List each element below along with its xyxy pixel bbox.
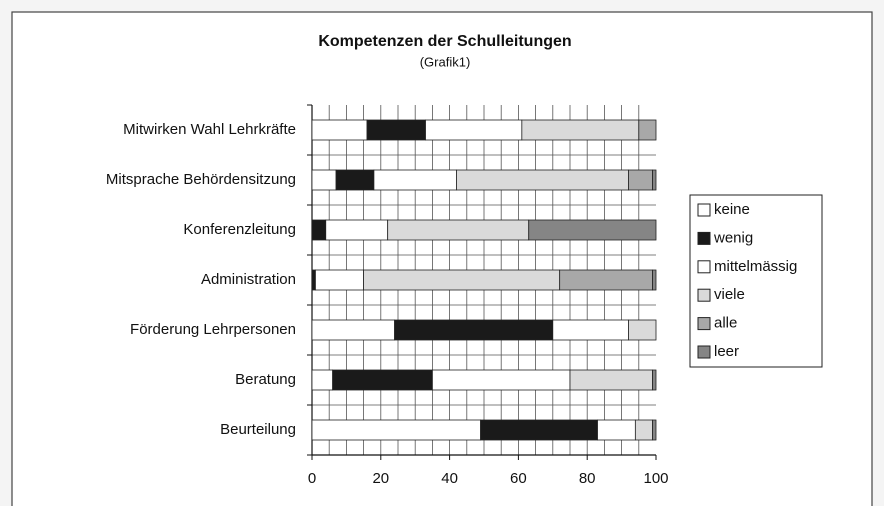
bar-segment (325, 219, 389, 241)
bar-segment (652, 169, 657, 191)
y-tick-label: Beratung (235, 371, 296, 388)
bar-segment (638, 119, 657, 141)
bar-segment (480, 419, 598, 441)
x-tick-label: 40 (441, 470, 458, 487)
bar-segment (628, 319, 657, 341)
chart-subtitle: (Grafik1) (420, 54, 471, 69)
bar-segment (311, 219, 327, 241)
bar-segment (552, 319, 629, 341)
bar-segment (311, 269, 316, 291)
legend-box (689, 194, 823, 368)
bar-segment (311, 119, 368, 141)
legend-swatch (697, 345, 711, 359)
x-tick-label: 20 (372, 470, 389, 487)
bar-segment (634, 419, 653, 441)
bar-segment (652, 419, 657, 441)
y-tick-label: Administration (201, 271, 296, 288)
legend-label: wenig (713, 229, 753, 246)
bar-segment (373, 169, 457, 191)
bar-segment (363, 269, 561, 291)
x-tick-label: 60 (510, 470, 527, 487)
bar-segment (528, 219, 657, 241)
bar-segment (335, 169, 375, 191)
bar-segment (628, 169, 653, 191)
legend-label: leer (714, 343, 739, 360)
x-tick-label: 100 (643, 470, 668, 487)
bar-segment (394, 319, 554, 341)
x-tick-label: 0 (308, 470, 316, 487)
bar-segment (311, 169, 337, 191)
y-tick-label: Mitwirken Wahl Lehrkräfte (123, 121, 296, 138)
bar-segment (569, 369, 653, 391)
bar-segment (652, 269, 657, 291)
y-tick-label: Konferenzleitung (183, 221, 296, 238)
bar-segment (366, 119, 426, 141)
y-tick-label: Mitsprache Behördensitzung (106, 171, 296, 188)
chart-title: Kompetenzen der Schulleitungen (318, 33, 571, 50)
bar-segment (425, 119, 523, 141)
legend-label: alle (714, 315, 737, 332)
legend-label: mittelmässig (714, 258, 797, 275)
y-tick-label: Beurteilung (220, 421, 296, 438)
legend-swatch (697, 231, 711, 245)
bar-segment (315, 269, 365, 291)
bar-segment (652, 369, 657, 391)
bar-segment (597, 419, 636, 441)
bar-segment (521, 119, 640, 141)
bar-segment (456, 169, 629, 191)
bar-segment (431, 369, 571, 391)
legend-label: keine (714, 201, 750, 218)
x-tick-label: 80 (579, 470, 596, 487)
legend-swatch (697, 203, 711, 217)
legend-swatch (697, 288, 711, 302)
legend-label: viele (714, 286, 745, 303)
bar-segment (559, 269, 653, 291)
bar-segment (311, 369, 334, 391)
bar-segment (311, 419, 481, 441)
y-tick-label: Förderung Lehrpersonen (130, 321, 296, 338)
bar-segment (387, 219, 530, 241)
bar-segment (332, 369, 433, 391)
legend-swatch (697, 317, 711, 331)
legend-swatch (697, 260, 711, 274)
bar-segment (311, 319, 395, 341)
